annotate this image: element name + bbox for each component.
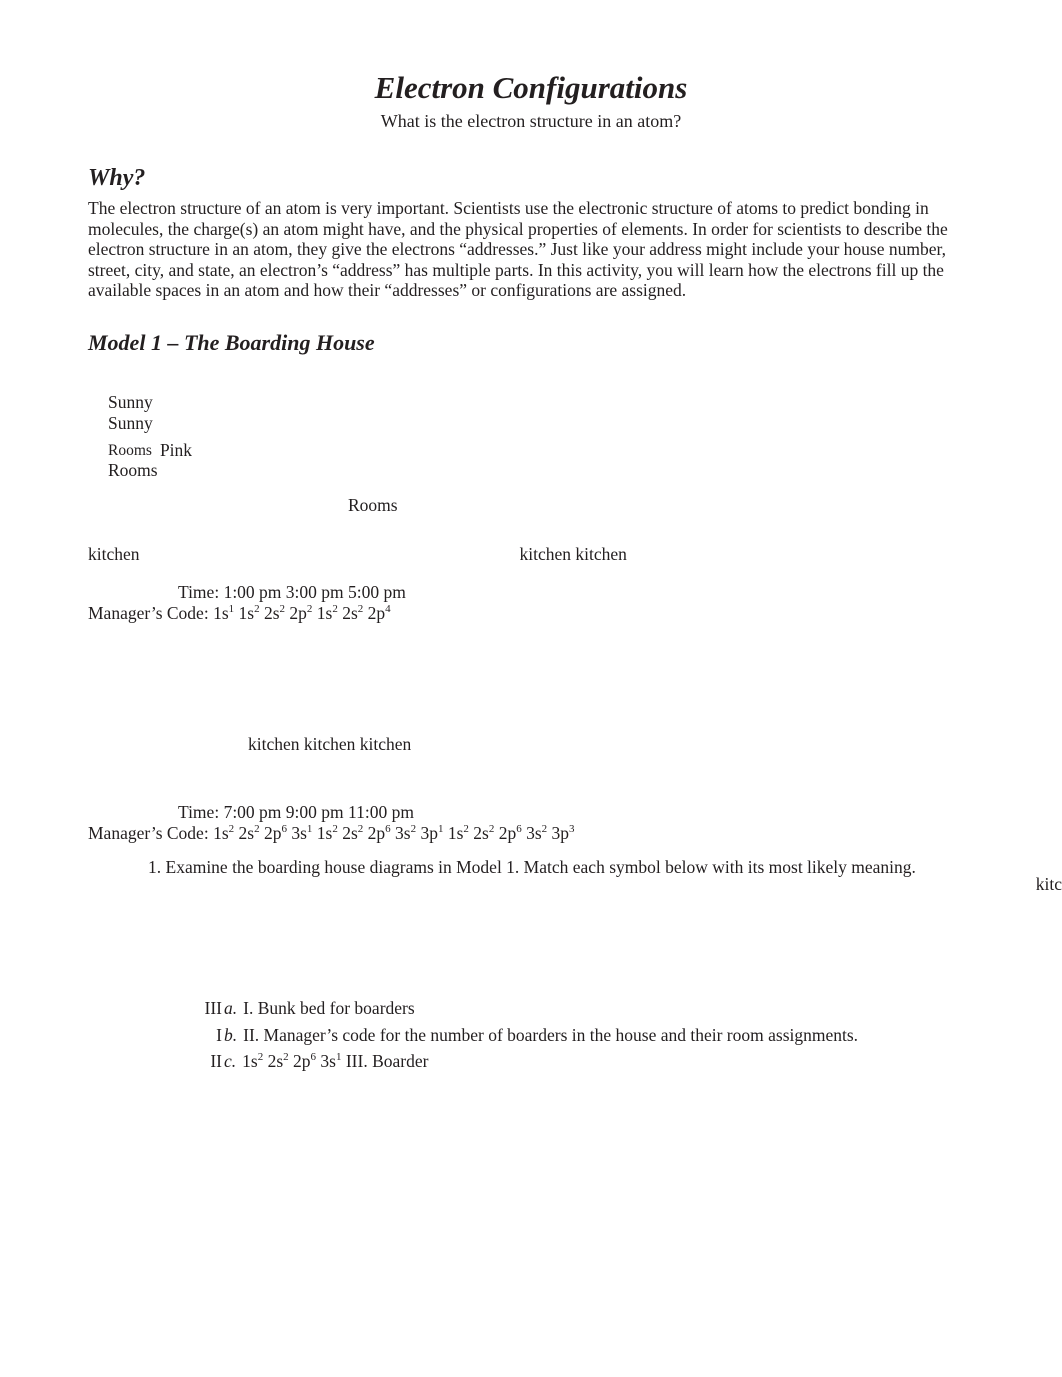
time-values: 7:00 pm 9:00 pm 11:00 pm: [224, 802, 414, 822]
page-title: Electron Configurations: [88, 70, 974, 107]
code-label: Manager’s Code:: [88, 823, 209, 843]
time-values: 1:00 pm 3:00 pm 5:00 pm: [224, 582, 406, 602]
match-answer: III: [188, 998, 222, 1019]
code-value: 1s1 1s2 2s2 2p2 1s2 2s2 2p4: [213, 603, 391, 623]
rooms-label-small: Rooms: [108, 442, 152, 460]
model-1-heading: Model 1 – The Boarding House: [88, 330, 974, 356]
match-letter: b.: [224, 1025, 237, 1046]
label-cluster-1: Sunny Sunny Rooms Pink Rooms Rooms: [108, 392, 974, 515]
kitchen-label-pair: kitchen kitchen: [520, 544, 627, 565]
time-label: Time:: [178, 582, 219, 602]
pink-label: Pink: [160, 440, 192, 461]
kitchen-row-2: kitchen kitchen kitchen: [248, 734, 974, 755]
match-answer: I: [188, 1025, 222, 1046]
match-option: 1s2 2s2 2p6 3s1 III. Boarder: [242, 1051, 428, 1072]
match-option: II. Manager’s code for the number of boa…: [243, 1025, 858, 1046]
match-option: I. Bunk bed for boarders: [243, 998, 415, 1019]
managers-code-1: Manager’s Code: 1s1 1s2 2s2 2p2 1s2 2s2 …: [88, 603, 974, 624]
why-heading: Why?: [88, 164, 974, 192]
kitchen-label: kitchen: [88, 544, 140, 565]
code-label: Manager’s Code:: [88, 603, 209, 623]
time-row-2: Time: 7:00 pm 9:00 pm 11:00 pm: [178, 802, 974, 823]
match-answer: II: [188, 1051, 222, 1072]
time-code-block-2: Time: 7:00 pm 9:00 pm 11:00 pm Manager’s…: [88, 802, 974, 843]
sunny-label: Sunny: [108, 392, 974, 413]
time-label: Time:: [178, 802, 219, 822]
rooms-label: Rooms: [348, 495, 974, 516]
time-row-1: Time: 1:00 pm 3:00 pm 5:00 pm: [178, 582, 974, 603]
question-1: 1. Examine the boarding house diagrams i…: [148, 857, 974, 878]
match-row-b: I b. II. Manager’s code for the number o…: [188, 1025, 974, 1046]
sunny-label: Sunny: [108, 413, 974, 434]
kitchen-label-cut: kitc: [1036, 874, 1062, 895]
managers-code-2: Manager’s Code: 1s2 2s2 2p6 3s1 1s2 2s2 …: [88, 823, 974, 844]
match-row-c: II c. 1s2 2s2 2p6 3s1 III. Boarder: [188, 1051, 974, 1072]
match-list: III a. I. Bunk bed for boarders I b. II.…: [188, 998, 974, 1072]
match-letter: c.: [224, 1051, 236, 1072]
time-code-block-1: Time: 1:00 pm 3:00 pm 5:00 pm Manager’s …: [88, 582, 974, 623]
match-row-a: III a. I. Bunk bed for boarders: [188, 998, 974, 1019]
intro-paragraph: The electron structure of an atom is ver…: [88, 198, 974, 300]
rooms-label: Rooms: [108, 460, 974, 481]
code-value: 1s2 2s2 2p6 3s1 1s2 2s2 2p6 3s2 3p1 1s2 …: [213, 823, 574, 843]
match-letter: a.: [224, 998, 237, 1019]
kitchen-row-1: kitchen kitchen kitchen: [88, 544, 974, 565]
page-subtitle: What is the electron structure in an ato…: [88, 111, 974, 132]
